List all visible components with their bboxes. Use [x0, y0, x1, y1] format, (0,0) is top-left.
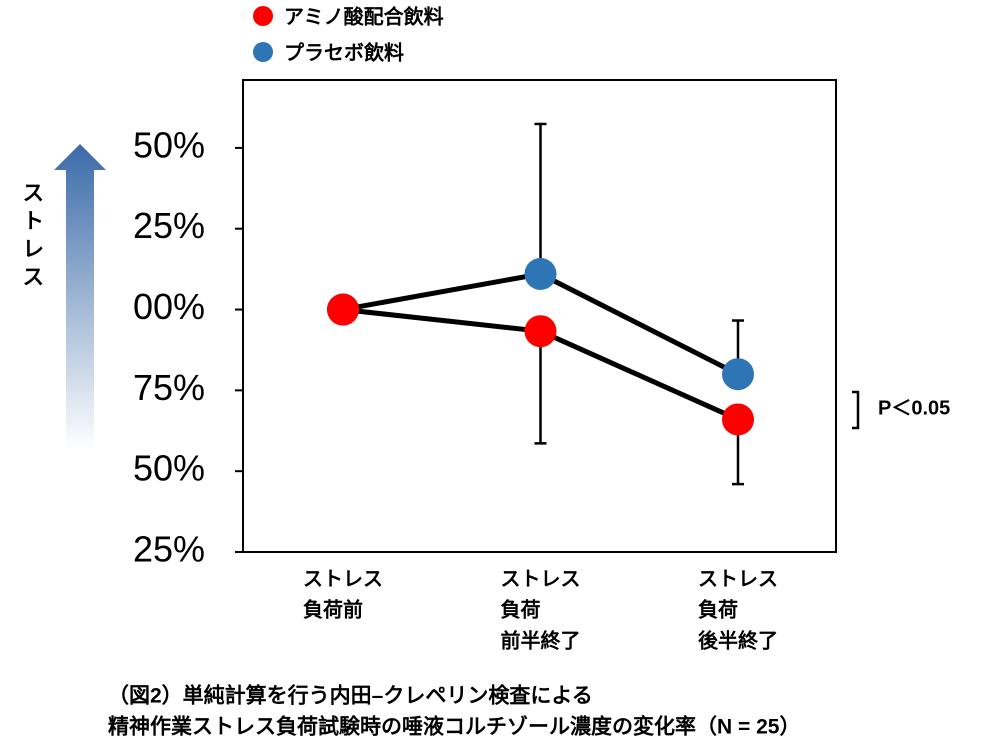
x-tick-label: 負荷 — [698, 597, 738, 621]
stress-arrow — [54, 144, 106, 450]
y-tick-label: 50% — [133, 448, 205, 489]
x-tick-label: ストレス — [303, 568, 383, 590]
x-tick-label: 後半終了 — [698, 628, 778, 652]
x-tick-label: ストレス — [501, 568, 581, 590]
y-axis-label: ストレス — [19, 181, 44, 293]
data-point — [722, 403, 754, 436]
annotation: P＜0.05 — [878, 397, 950, 419]
x-tick-label: 負荷前 — [303, 597, 363, 621]
y-tick-label: 00% — [133, 286, 205, 327]
data-point — [327, 293, 359, 326]
legend-marker — [253, 6, 273, 26]
y-tick-label: 50% — [133, 124, 205, 165]
data-point — [722, 358, 754, 391]
caption: 精神作業ストレス負荷試験時の唾液コルチゾール濃度の変化率（N = 25） — [108, 715, 800, 739]
data-point — [524, 315, 557, 348]
x-tick-label: 負荷 — [501, 597, 541, 621]
data-point — [524, 257, 557, 290]
y-tick-label: 25% — [133, 205, 205, 246]
x-tick-label: ストレス — [698, 568, 778, 590]
y-tick-label: 25% — [133, 529, 205, 570]
legend-label: プラセボ飲料 — [284, 40, 404, 64]
plot-frame — [242, 79, 837, 553]
caption: （図2）単純計算を行う内田–クレペリン検査による — [108, 684, 593, 708]
x-tick-label: 前半終了 — [501, 628, 581, 652]
y-tick-label: 75% — [133, 367, 205, 408]
legend-marker — [253, 42, 273, 62]
significance-bracket — [852, 390, 860, 430]
legend-label: アミノ酸配合飲料 — [284, 4, 444, 28]
